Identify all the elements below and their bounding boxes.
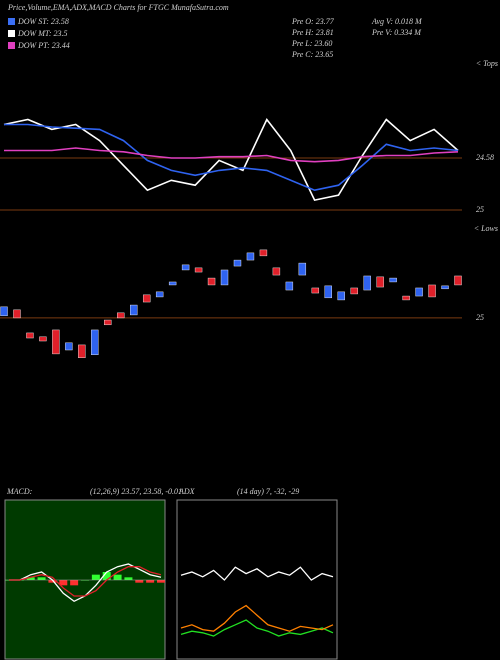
histogram-bar — [70, 580, 79, 586]
chart-title: Price,Volume,EMA,ADX,MACD Charts for FTG… — [7, 3, 229, 12]
series-line — [9, 566, 162, 597]
candle-body — [259, 249, 268, 257]
series-line — [3, 117, 459, 202]
candle-body — [350, 287, 358, 295]
series-line — [4, 147, 459, 163]
candle-body — [415, 287, 423, 297]
candle-body — [298, 262, 307, 276]
candle-body — [117, 312, 125, 319]
histogram-bar — [48, 580, 57, 583]
pre-value: Pre H: 23.81 — [291, 28, 334, 37]
series-line — [180, 566, 334, 581]
pre-value: Pre L: 23.60 — [291, 39, 332, 48]
candle-body — [168, 281, 177, 286]
histogram-bar — [146, 580, 155, 583]
candle-body — [142, 294, 151, 303]
histogram-bar — [59, 580, 68, 586]
candle-body — [207, 277, 216, 286]
series-line — [180, 604, 334, 632]
volume-value: Avg V: 0.018 M — [371, 17, 423, 26]
candle-body — [65, 342, 73, 351]
candle-body — [181, 264, 190, 271]
legend-text: DOW MT: 23.5 — [17, 29, 68, 38]
annotation: < Lows — [474, 224, 498, 233]
candle-body — [389, 277, 397, 283]
legend-swatch — [8, 18, 15, 25]
legend-swatch — [8, 42, 15, 49]
candle-body — [454, 275, 462, 286]
candle-body — [130, 304, 138, 316]
legend-text: DOW ST: 23.58 — [17, 17, 69, 26]
candle-body — [194, 267, 203, 273]
candle-body — [78, 344, 86, 359]
candle-body — [26, 332, 34, 339]
panel-title: MACD: — [6, 487, 33, 496]
series-line — [4, 123, 459, 192]
candle-body — [220, 269, 229, 286]
panel-subtitle: (12,26,9) 23.57, 23.58, -0.01 — [90, 487, 182, 496]
candle-body — [376, 276, 384, 288]
pre-value: Pre C: 23.65 — [291, 50, 333, 59]
candle-body — [246, 252, 255, 261]
histogram-bar — [26, 577, 35, 580]
candle-body — [324, 285, 332, 299]
panel-subtitle: (14 day) 7, -32, -29 — [237, 487, 299, 496]
candle-body — [39, 336, 47, 342]
panel-title: ADX — [178, 487, 196, 496]
candle-body — [441, 285, 449, 290]
y-tick-label: 25 — [476, 313, 484, 322]
candle-body — [104, 319, 112, 326]
histogram-bar — [91, 574, 100, 580]
histogram-bar — [157, 580, 165, 583]
histogram-bar — [102, 572, 111, 580]
series-line — [180, 619, 334, 637]
candle-body — [233, 259, 242, 267]
histogram-bar — [124, 577, 133, 580]
volume-value: Pre V: 0.334 M — [371, 28, 422, 37]
candle-body — [13, 309, 21, 319]
candle-body — [285, 281, 294, 291]
annotation: < Tops — [476, 59, 498, 68]
candle-body — [91, 329, 99, 356]
candle-body — [272, 267, 281, 276]
candle-body — [52, 329, 60, 355]
y-tick-label: 25 — [476, 205, 484, 214]
candle-body — [363, 275, 371, 291]
candle-body — [337, 291, 345, 301]
candle-body — [311, 287, 320, 294]
candle-body — [402, 295, 410, 301]
legend-swatch — [8, 30, 15, 37]
legend-text: DOW PT: 23.44 — [17, 41, 70, 50]
histogram-bar — [37, 577, 46, 580]
candle-body — [155, 291, 164, 298]
histogram-bar — [135, 580, 144, 583]
y-tick-label: 24.58 — [476, 153, 494, 162]
candle-body — [428, 284, 436, 298]
pre-value: Pre O: 23.77 — [291, 17, 335, 26]
candle-body — [0, 306, 8, 317]
histogram-bar — [113, 574, 122, 580]
